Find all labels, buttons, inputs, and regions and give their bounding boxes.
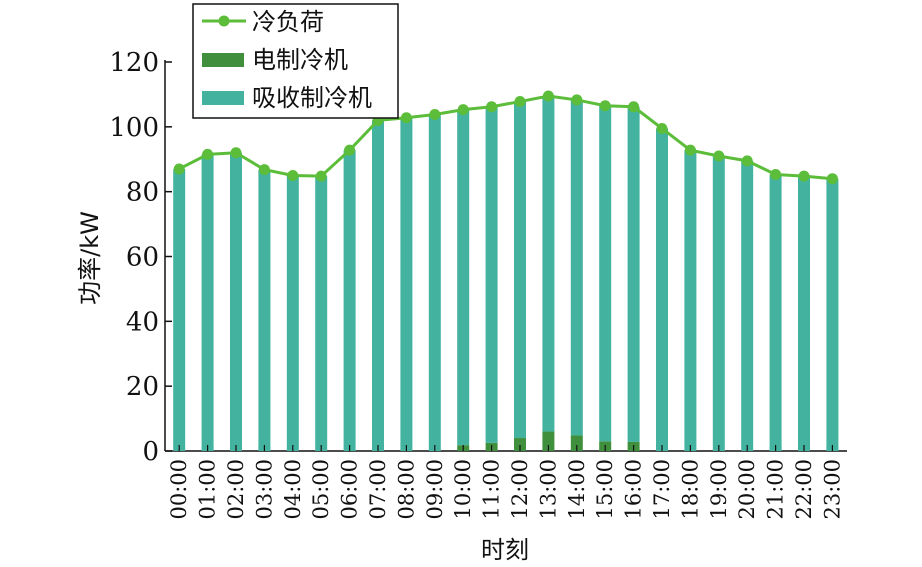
bar-electric-chiller bbox=[570, 435, 583, 451]
bar-absorption-chiller bbox=[712, 156, 725, 451]
cooling-load-point bbox=[230, 147, 242, 159]
x-tick-label: 05:00 bbox=[309, 459, 333, 520]
y-tick-label: 0 bbox=[142, 437, 159, 467]
y-axis-title: 功率/kW bbox=[76, 211, 104, 305]
bar-absorption-chiller bbox=[769, 174, 782, 451]
bar-absorption-chiller bbox=[428, 114, 441, 451]
x-tick-label: 08:00 bbox=[394, 459, 418, 520]
cooling-load-line bbox=[173, 90, 838, 185]
cooling-load-point bbox=[599, 100, 611, 112]
bar-absorption-chiller bbox=[457, 109, 470, 446]
cooling-load-point bbox=[173, 163, 185, 175]
cooling-load-point bbox=[741, 155, 753, 167]
cooling-load-point bbox=[542, 90, 554, 102]
x-tick-label: 21:00 bbox=[764, 459, 788, 520]
cooling-load-point bbox=[826, 173, 838, 185]
ticks: 0 20 40 60 80 100 120 00:00 01:00 02:00 03:00 04:00… bbox=[109, 48, 844, 520]
x-tick-label: 15:00 bbox=[593, 459, 617, 520]
bar-absorption-chiller bbox=[201, 154, 214, 451]
cooling-load-point bbox=[628, 101, 640, 113]
bar-absorption-chiller bbox=[400, 117, 413, 452]
bar-absorption-chiller bbox=[315, 176, 328, 451]
cooling-load-point bbox=[429, 109, 441, 121]
legend-swatch-electric-chiller bbox=[202, 53, 244, 67]
cooling-load-point bbox=[315, 170, 327, 182]
cooling-load-point bbox=[287, 169, 299, 181]
x-tick-label: 01:00 bbox=[196, 459, 220, 520]
y-tick-label: 40 bbox=[126, 307, 159, 337]
x-tick-label: 10:00 bbox=[451, 459, 475, 520]
x-tick-label: 00:00 bbox=[167, 459, 191, 520]
x-tick-label: 04:00 bbox=[281, 459, 305, 520]
bar-absorption-chiller bbox=[826, 178, 839, 451]
bar-absorption-chiller bbox=[514, 101, 526, 439]
x-tick-label: 06:00 bbox=[338, 459, 362, 520]
x-tick-label: 12:00 bbox=[508, 459, 532, 520]
cooling-load-point bbox=[514, 96, 526, 108]
cooling-load-point bbox=[400, 112, 412, 124]
cooling-load-point bbox=[258, 164, 270, 176]
cooling-load-point bbox=[713, 150, 725, 162]
legend: 冷负荷 电制冷机 吸收制冷机 bbox=[192, 3, 399, 119]
x-tick-label: 13:00 bbox=[536, 459, 560, 520]
cooling-load-point bbox=[486, 101, 498, 113]
y-tick-label: 20 bbox=[126, 372, 159, 402]
x-tick-label: 02:00 bbox=[224, 459, 248, 520]
bar-electric-chiller bbox=[542, 431, 555, 451]
bar-absorption-chiller bbox=[599, 105, 612, 442]
bar-absorption-chiller bbox=[798, 176, 810, 451]
x-tick-label: 18:00 bbox=[678, 459, 702, 520]
bars bbox=[173, 96, 839, 452]
y-tick-label: 120 bbox=[109, 48, 159, 78]
legend-label-electric-chiller: 电制冷机 bbox=[252, 46, 348, 74]
y-tick-label: 60 bbox=[126, 243, 159, 273]
bar-absorption-chiller bbox=[570, 99, 583, 436]
x-tick-label: 11:00 bbox=[480, 459, 504, 520]
x-tick-label: 22:00 bbox=[792, 459, 816, 520]
cooling-load-point bbox=[798, 170, 810, 182]
bar-absorption-chiller bbox=[173, 168, 186, 451]
x-tick-label: 16:00 bbox=[622, 459, 646, 520]
cooling-load-point bbox=[571, 94, 583, 106]
bar-absorption-chiller bbox=[485, 106, 498, 443]
cooling-load-point bbox=[202, 148, 214, 160]
x-axis-title: 时刻 bbox=[481, 536, 529, 564]
x-tick-label: 09:00 bbox=[423, 459, 447, 520]
x-tick-label: 14:00 bbox=[565, 459, 589, 520]
bar-absorption-chiller bbox=[656, 128, 668, 451]
x-tick-label: 07:00 bbox=[366, 459, 390, 520]
bar-absorption-chiller bbox=[343, 150, 356, 451]
bar-absorption-chiller bbox=[258, 169, 271, 451]
bar-absorption-chiller bbox=[542, 96, 555, 432]
bar-absorption-chiller bbox=[372, 120, 384, 451]
x-tick-label: 03:00 bbox=[252, 459, 276, 520]
x-tick-label: 20:00 bbox=[735, 459, 759, 520]
bar-absorption-chiller bbox=[627, 106, 640, 442]
bar-absorption-chiller bbox=[230, 152, 242, 451]
bar-absorption-chiller bbox=[741, 160, 754, 451]
bar-absorption-chiller bbox=[684, 150, 697, 451]
cooling-load-point bbox=[770, 168, 782, 180]
x-tick-label: 17:00 bbox=[650, 459, 674, 520]
y-tick-label: 80 bbox=[126, 178, 159, 208]
legend-label-cooling-load: 冷负荷 bbox=[252, 8, 324, 36]
cooling-load-point bbox=[656, 122, 668, 134]
cooling-load-point bbox=[684, 144, 696, 156]
legend-swatch-absorption-chiller bbox=[202, 91, 244, 105]
legend-label-absorption-chiller: 吸收制冷机 bbox=[252, 84, 372, 112]
legend-line-marker bbox=[218, 15, 230, 27]
cooling-load-point bbox=[457, 104, 469, 116]
cooling-load-point bbox=[344, 144, 356, 156]
bar-absorption-chiller bbox=[286, 175, 299, 452]
y-tick-label: 100 bbox=[109, 113, 159, 143]
x-tick-label: 19:00 bbox=[707, 459, 731, 520]
x-tick-label: 23:00 bbox=[820, 459, 844, 520]
bar-electric-chiller bbox=[514, 438, 526, 451]
